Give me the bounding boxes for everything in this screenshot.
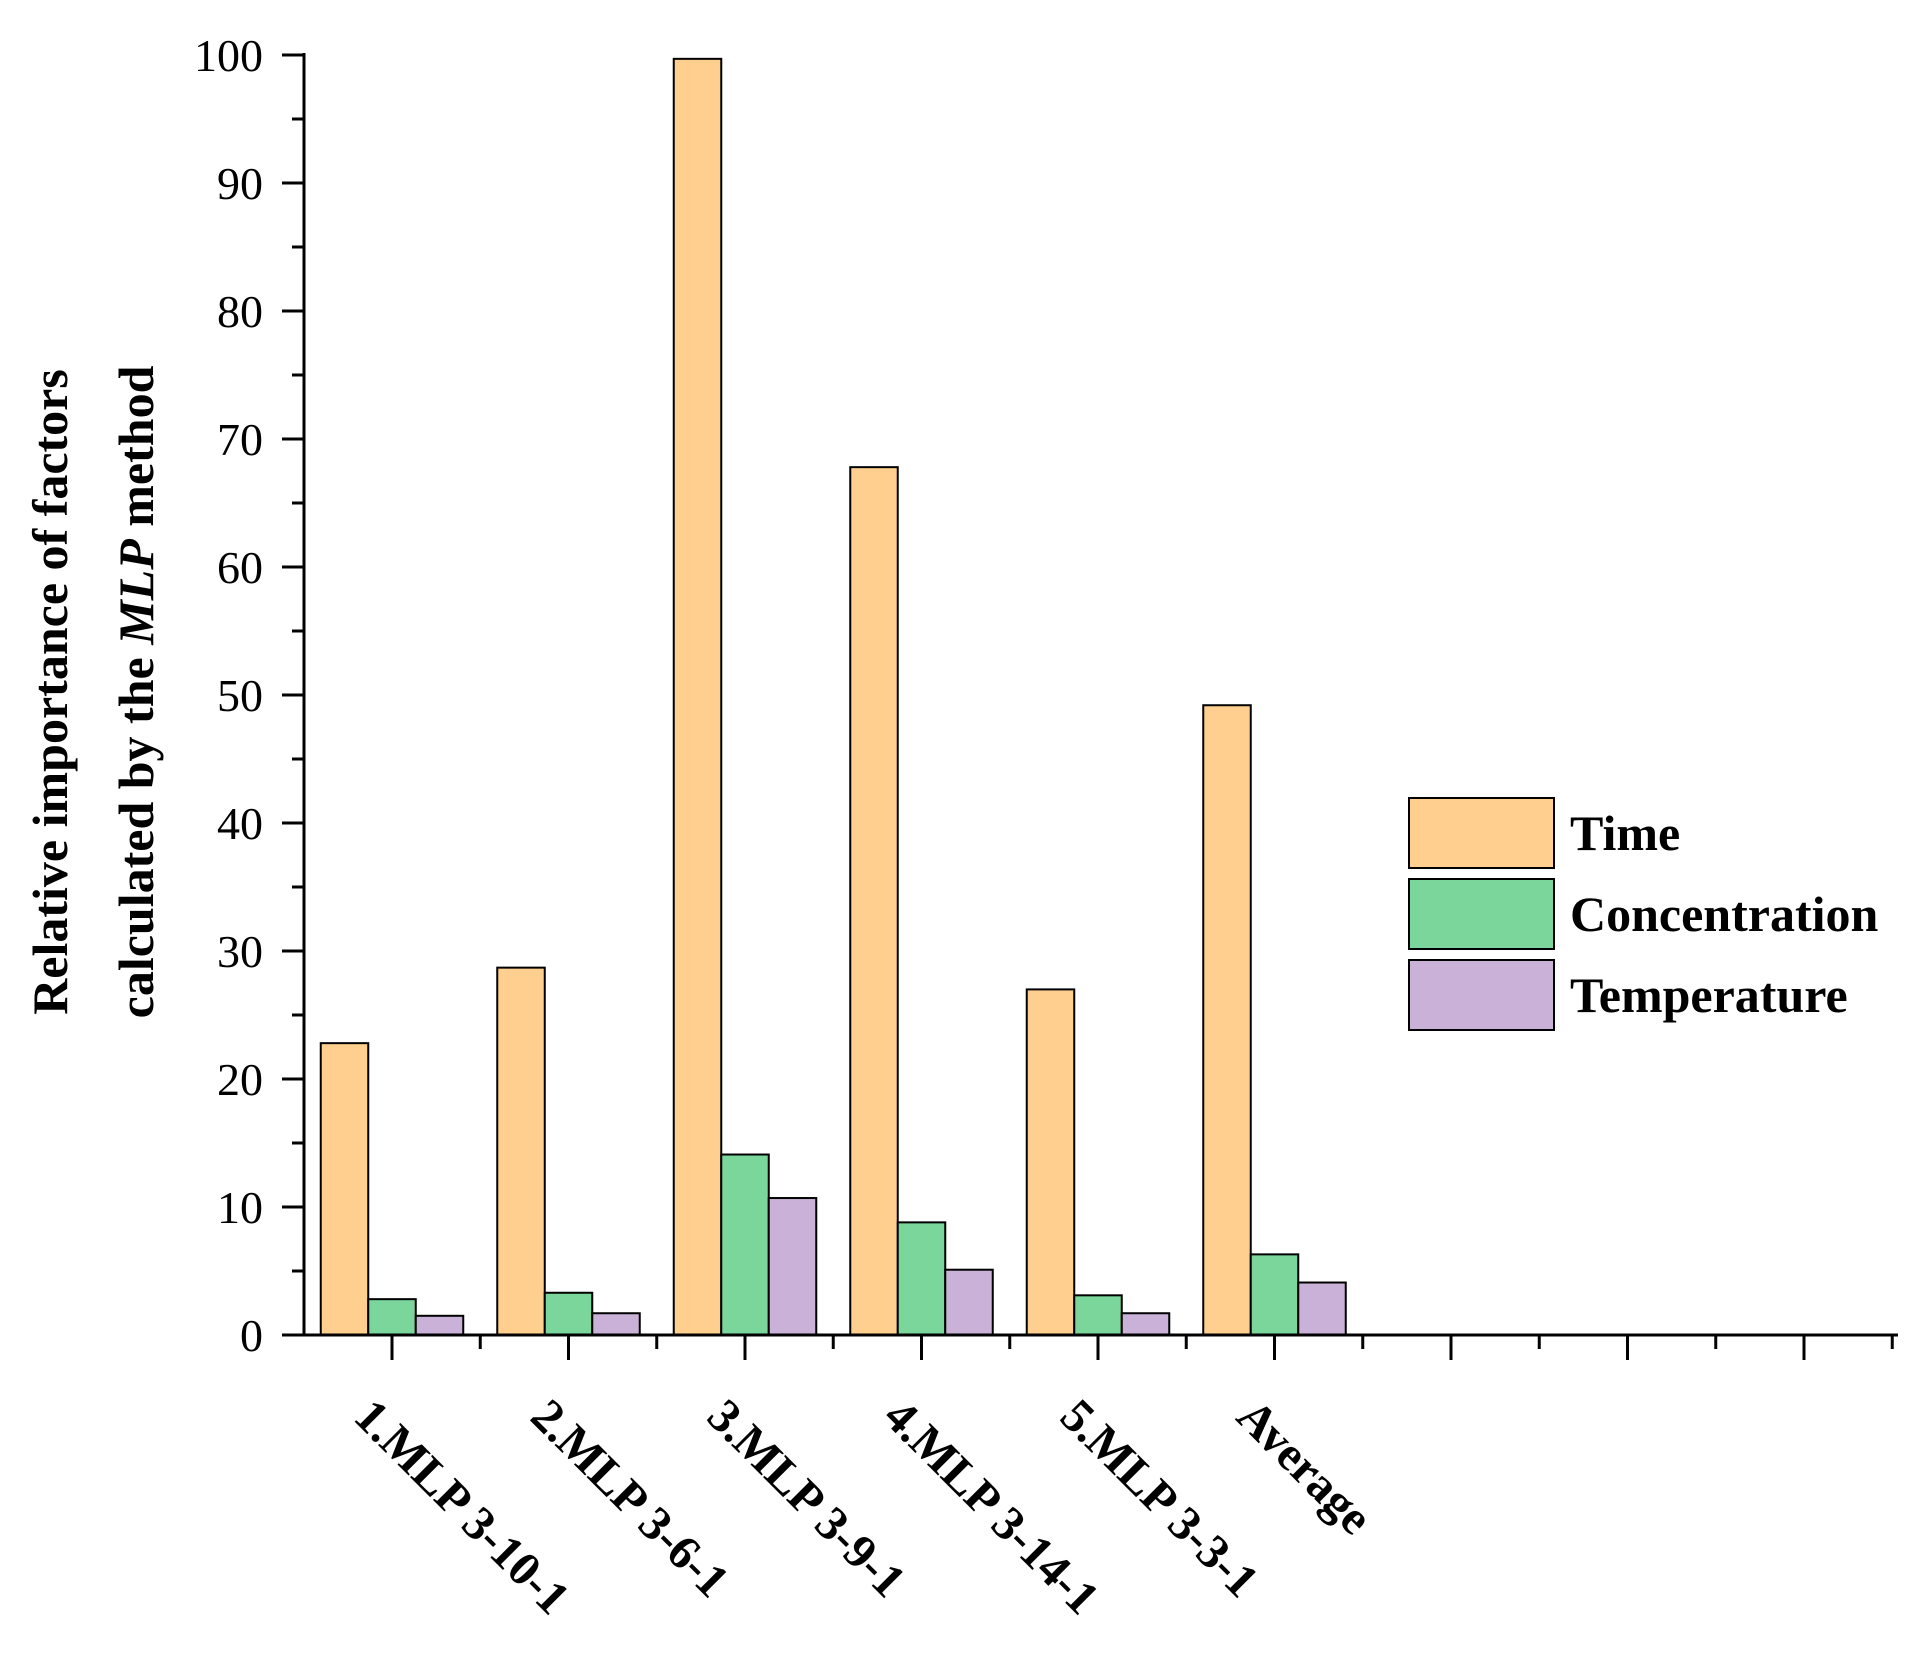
- x-axis-ticks: 1.MLP 3-10-12.MLP 3-6-13.MLP 3-9-14.MLP …: [344, 1335, 1894, 1625]
- bar-concentration-6: [1249, 1253, 1300, 1336]
- bar-concentration-3: [720, 1153, 770, 1337]
- y-tick-label: 90: [217, 158, 263, 209]
- y-tick-label: 0: [240, 1310, 263, 1361]
- bar-time-6: [1202, 704, 1252, 1336]
- bar-time-4: [849, 466, 899, 1337]
- bar-concentration-5: [1073, 1294, 1123, 1336]
- y-axis-title-line1: Relative importance of factors: [22, 369, 78, 1015]
- bar-temperature-6: [1297, 1281, 1347, 1337]
- bar-temperature-2: [591, 1312, 641, 1336]
- y-axis-title-italic: MLP: [108, 539, 164, 646]
- y-tick-label: 10: [217, 1182, 263, 1233]
- bars-group: [319, 57, 1347, 1337]
- y-tick-label: 60: [217, 542, 263, 593]
- bar-temperature-1: [414, 1314, 465, 1337]
- x-category-label: Average: [1227, 1389, 1383, 1545]
- bar-temperature-5: [1120, 1312, 1171, 1336]
- y-tick-label: 100: [194, 30, 263, 81]
- bar-concentration-1: [367, 1298, 417, 1337]
- legend-swatch-concentration: [1408, 878, 1555, 950]
- bar-concentration-2: [543, 1291, 594, 1337]
- legend-label-temperature: Temperature: [1570, 967, 1848, 1023]
- bar-time-1: [319, 1042, 370, 1337]
- bar-concentration-4: [896, 1221, 947, 1336]
- bar-time-5: [1025, 988, 1076, 1337]
- y-tick-label: 70: [217, 414, 263, 465]
- legend-label-concentration: Concentration: [1570, 886, 1878, 942]
- bar-time-2: [496, 966, 546, 1336]
- bar-time-3: [672, 57, 723, 1337]
- y-axis-title-prefix: calculated by the: [108, 645, 164, 1019]
- legend-label-time: Time: [1570, 805, 1680, 861]
- y-tick-label: 50: [217, 670, 263, 721]
- y-tick-label: 30: [217, 926, 263, 977]
- bar-temperature-4: [944, 1268, 994, 1336]
- y-axis-ticks: 0 10 20 30 40 50 60 70 80 90 100: [194, 30, 304, 1361]
- y-tick-label: 80: [217, 286, 263, 337]
- legend-swatch-temperature: [1408, 959, 1555, 1031]
- y-tick-label: 40: [217, 798, 263, 849]
- bar-temperature-3: [767, 1197, 818, 1337]
- y-axis-title-suffix: method: [108, 365, 164, 539]
- legend: Time Concentration Temperature: [1408, 797, 1878, 1031]
- legend-swatch-time: [1408, 797, 1555, 869]
- y-axis-title-line2: calculated by the MLP method: [108, 365, 164, 1018]
- y-tick-label: 20: [217, 1054, 263, 1105]
